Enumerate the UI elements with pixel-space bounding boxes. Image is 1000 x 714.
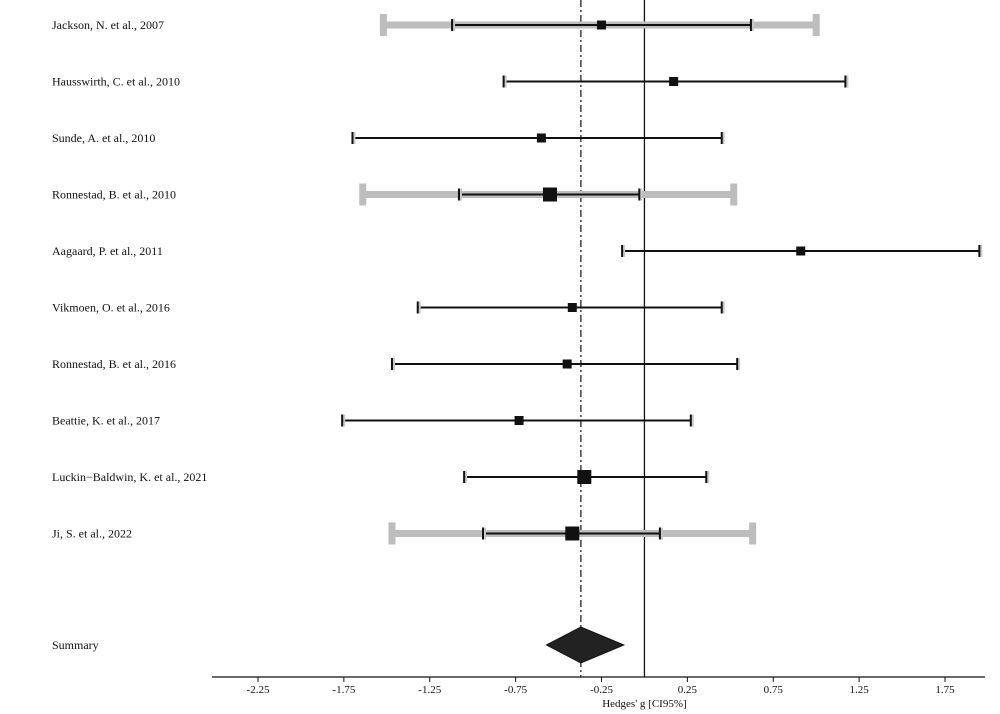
x-axis: -2.25 -1.75 -1.25 -0.75 -0.25 0.25 0.75 1.25 1.7… <box>212 676 985 710</box>
x-tick-label: 1.75 <box>935 684 955 696</box>
study-label: Aagaard, P. et al., 2011 <box>52 244 163 258</box>
point-estimate <box>514 416 524 425</box>
point-estimate <box>567 303 577 312</box>
x-tick-label: -0.25 <box>590 684 613 696</box>
study-label: Sunde, A. et al., 2010 <box>52 131 155 145</box>
point-estimate <box>669 77 679 86</box>
study-label: Vikmoen, O. et al., 2016 <box>52 301 170 315</box>
point-estimate <box>542 187 557 202</box>
x-axis-title: Hedges' g [CI95%] <box>602 698 686 710</box>
x-tick-label: 0.25 <box>678 684 698 696</box>
study-label: Ronnestad, B. et al., 2016 <box>52 357 176 371</box>
point-estimate <box>796 246 806 256</box>
study-label: Beattie, K. et al., 2017 <box>52 414 160 428</box>
x-tick-label: -1.25 <box>418 684 441 696</box>
study-label: Jackson, N. et al., 2007 <box>52 18 164 32</box>
point-estimate <box>577 470 592 484</box>
point-estimate <box>597 20 606 30</box>
x-tick-label: -1.75 <box>332 684 355 696</box>
study-marks <box>341 14 983 664</box>
x-tick-label: 1.25 <box>850 684 870 696</box>
study-label: Luckin−Baldwin, K. et al., 2021 <box>52 470 207 484</box>
study-labels: Jackson, N. et al., 2007 Hausswirth, C. e… <box>52 18 207 652</box>
point-estimate <box>565 526 580 541</box>
x-tick-label: -0.75 <box>504 684 527 696</box>
reference-lines <box>580 0 646 677</box>
summary-diamond <box>545 626 626 664</box>
x-tick-label: 0.75 <box>764 684 784 696</box>
summary-label: Summary <box>52 638 99 652</box>
study-label: Hausswirth, C. et al., 2010 <box>52 75 180 89</box>
study-label: Ronnestad, B. et al., 2010 <box>52 188 176 202</box>
x-tick-label: -2.25 <box>247 684 270 696</box>
study-label: Ji, S. et al., 2022 <box>52 527 132 541</box>
point-estimate <box>536 133 546 143</box>
point-estimate <box>562 359 572 369</box>
